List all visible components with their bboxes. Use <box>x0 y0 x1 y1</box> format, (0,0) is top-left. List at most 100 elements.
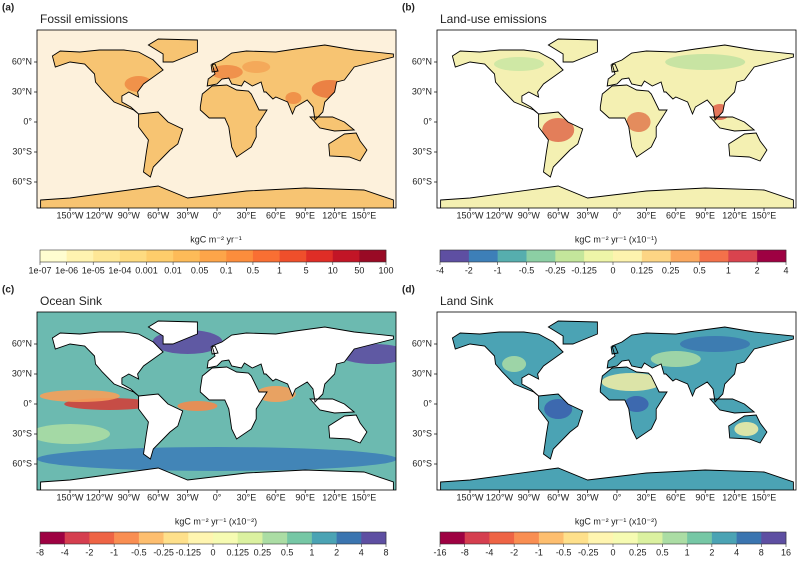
lon-tick-label: 150°W <box>56 492 84 502</box>
lon-tick-label: 90°E <box>295 210 315 220</box>
colorbar-unit: kgC m⁻² yr⁻¹ (x10⁻²) <box>175 516 257 526</box>
land-patch <box>285 92 302 104</box>
colorbar-segment <box>359 250 387 262</box>
lon-tick-label: 120°W <box>486 492 514 502</box>
colorbar-segment <box>188 532 214 544</box>
colorbar-segment <box>711 532 737 544</box>
panel-title: Ocean Sink <box>40 294 103 308</box>
colorbar-tick-label: 0 <box>210 547 215 557</box>
lon-tick-label: 60°E <box>266 492 286 502</box>
ocean-patch <box>39 390 120 402</box>
lat-tick-label: 0° <box>423 116 432 126</box>
colorbar-segment <box>173 250 200 262</box>
coastline <box>147 320 198 345</box>
lon-tick-label: 30°W <box>177 492 200 502</box>
colorbar-segment <box>213 532 239 544</box>
coastline <box>709 116 756 132</box>
lat-tick-label: 0° <box>423 398 432 408</box>
colorbar-tick-label: -16 <box>433 547 446 557</box>
land <box>200 85 267 157</box>
panel-label: (c) <box>2 285 14 296</box>
coastline <box>309 398 356 414</box>
lon-tick-label: 150°E <box>352 492 377 502</box>
lon-tick-label: 120°W <box>486 210 514 220</box>
lat-tick-label: 60°S <box>12 176 32 186</box>
lon-tick-label: 60°W <box>547 492 570 502</box>
colorbar-tick-label: 1e-07 <box>28 265 51 275</box>
colorbar-tick-label: 2 <box>755 265 760 275</box>
colorbar-tick-label: -0.5 <box>131 547 147 557</box>
land <box>440 186 794 208</box>
ocean-patch <box>255 386 296 402</box>
lon-tick-label: 150°W <box>456 492 484 502</box>
ocean-patch <box>37 424 110 444</box>
map <box>37 312 396 490</box>
colorbar-segment <box>497 250 527 262</box>
coastline <box>40 185 394 208</box>
land <box>138 112 183 177</box>
lon-tick-label: 90°E <box>695 492 715 502</box>
lon-tick-label: 150°W <box>456 210 484 220</box>
map-frame <box>36 311 397 491</box>
map-frame <box>36 29 397 209</box>
colorbar-segment <box>64 532 90 544</box>
colorbar-segment <box>641 250 671 262</box>
colorbar-segment <box>637 532 663 544</box>
lon-tick-label: 120°E <box>722 210 747 220</box>
colorbar-segment <box>146 250 174 262</box>
colorbar-tick-label: -2 <box>465 265 473 275</box>
colorbar-tick-label: 0.5 <box>656 547 669 557</box>
lon-tick-label: 60°W <box>547 210 570 220</box>
colorbar-tick-label: -0.25 <box>153 547 174 557</box>
lat-tick-label: 0° <box>23 398 32 408</box>
colorbar-segment <box>728 250 758 262</box>
coastline <box>138 111 184 178</box>
colorbar-tick-label: 10 <box>328 265 338 275</box>
coastline <box>547 38 598 63</box>
colorbar-tick-label: -0.5 <box>556 547 572 557</box>
land <box>328 415 367 443</box>
land-patch <box>542 118 575 142</box>
lon-tick-label: 60°W <box>147 210 170 220</box>
lon-tick-label: 30°E <box>637 492 657 502</box>
colorbar-tick-label: 0.25 <box>254 547 272 557</box>
colorbar-tick-label: 0.125 <box>226 547 249 557</box>
land-patch <box>502 356 527 372</box>
lat-tick-label: 30°S <box>12 428 32 438</box>
coastline <box>138 393 184 460</box>
lon-tick-label: 120°E <box>322 492 347 502</box>
colorbar-tick-label: 1e-05 <box>82 265 105 275</box>
coastline <box>606 44 794 121</box>
colorbar-tick-label: -0.125 <box>176 547 202 557</box>
colorbar-tick-label: -4 <box>61 547 69 557</box>
colorbar-segment <box>336 532 362 544</box>
lat-tick-label: 60°N <box>412 338 432 348</box>
map <box>37 30 396 208</box>
colorbar-tick-label: 1 <box>726 265 731 275</box>
lat-tick-label: 0° <box>23 116 32 126</box>
colorbar-segment <box>489 532 515 544</box>
lon-tick-label: 150°W <box>56 210 84 220</box>
coastline <box>451 331 564 397</box>
coastline <box>206 326 394 403</box>
land <box>148 39 198 62</box>
lon-tick-label: 90°W <box>518 210 541 220</box>
colorbar-segment <box>588 532 614 544</box>
lon-tick-label: 90°E <box>695 210 715 220</box>
coastline <box>51 331 164 397</box>
lat-tick-label: 30°N <box>412 86 432 96</box>
coastline <box>199 366 268 440</box>
colorbar-tick-label: -4 <box>485 547 493 557</box>
lat-tick-label: 60°S <box>12 458 32 468</box>
land <box>40 186 394 208</box>
colorbar-segment <box>226 250 254 262</box>
coastline <box>538 111 584 178</box>
colorbar-tick-label: -2 <box>510 547 518 557</box>
coastline <box>328 132 368 162</box>
colorbar-tick-label: -0.5 <box>519 265 535 275</box>
colorbar-segment <box>287 532 313 544</box>
colorbar-tick-label: -2 <box>85 547 93 557</box>
colorbar-tick-label: -8 <box>36 547 44 557</box>
land <box>710 117 755 131</box>
